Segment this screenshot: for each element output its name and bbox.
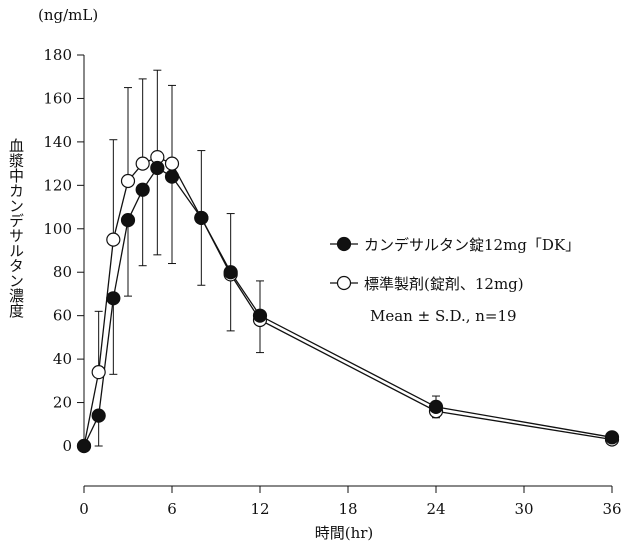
y-tick-label: 100	[43, 220, 72, 238]
legend-label-series-1: カンデサルタン錠12mg「DK」	[364, 236, 580, 254]
x-tick-label: 0	[79, 500, 89, 518]
y-axis-title: 血漿中カンデサルタン濃度	[7, 138, 25, 318]
x-tick-label: 36	[602, 500, 621, 518]
data-point-series-1	[252, 308, 268, 323]
x-axis-title: 時間(hr)	[315, 524, 374, 542]
x-tick-label: 30	[514, 500, 533, 518]
y-tick-label: 0	[62, 437, 72, 455]
legend-label-series-2: 標準製剤(錠剤、12mg)	[364, 275, 524, 293]
data-point-series-2	[106, 232, 121, 247]
data-point-series-2	[120, 173, 136, 189]
data-point-series-1	[428, 399, 444, 414]
data-point-series-2	[164, 156, 180, 171]
x-tick-label: 6	[167, 500, 177, 518]
y-tick-label: 180	[43, 46, 72, 64]
y-tick-label: 120	[43, 176, 72, 194]
y-tick-label: 160	[43, 89, 72, 107]
y-tick-label: 20	[53, 394, 72, 412]
legend-marker-series-2	[336, 275, 352, 291]
series-line-2	[83, 156, 613, 447]
data-point-series-1	[223, 265, 238, 280]
x-tick-label: 18	[338, 500, 357, 518]
data-point-series-1	[194, 210, 209, 226]
data-point-series-1	[76, 438, 92, 454]
y-tick-label: 140	[43, 133, 72, 151]
data-point-series-1	[604, 430, 620, 445]
data-point-series-1	[91, 408, 106, 423]
data-point-series-2	[91, 365, 106, 380]
x-tick-label: 12	[250, 500, 269, 518]
y-tick-label: 40	[53, 350, 72, 368]
y-tick-label: 80	[53, 263, 72, 281]
data-point-series-1	[135, 182, 150, 197]
y-unit-label: (ng/mL)	[38, 6, 98, 24]
stats-annotation: Mean ± S.D., n=19	[370, 307, 517, 325]
data-point-series-1	[106, 291, 121, 306]
legend-marker-series-1	[336, 236, 352, 252]
data-point-series-2	[135, 156, 150, 171]
data-point-series-1	[164, 169, 180, 184]
series-line-1	[83, 167, 613, 447]
legend: カンデサルタン錠12mg「DK」 標準製剤(錠剤、12mg) Mean ± S.…	[330, 236, 580, 325]
y-tick-label: 60	[53, 307, 72, 325]
data-point-series-1	[120, 212, 136, 228]
x-tick-label: 24	[426, 500, 445, 518]
data-point-series-1	[150, 160, 165, 176]
